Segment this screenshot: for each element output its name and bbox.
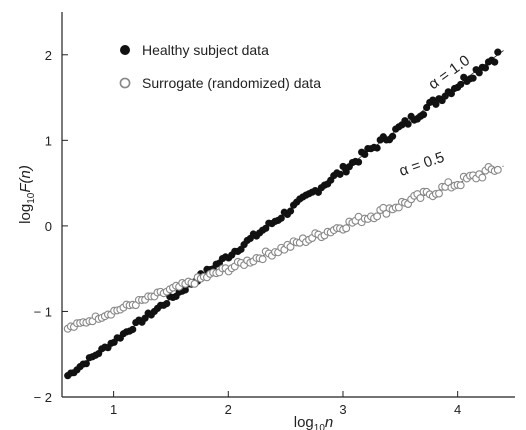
surrogate-data-point [456, 181, 465, 190]
healthy-data-point [404, 120, 412, 128]
healthy-data-point [129, 325, 137, 334]
surrogate-data-point [373, 212, 382, 221]
y-tick-label: − 2 [34, 390, 52, 405]
points [63, 48, 502, 380]
healthy-data-point [481, 64, 490, 72]
healthy-data-point [286, 207, 295, 215]
alpha-05-annotation: α = 0.5 [397, 149, 447, 180]
healthy-data-point [457, 80, 465, 89]
surrogate-data-point [416, 194, 425, 203]
healthy-data-point [361, 150, 369, 158]
healthy-data-point [163, 300, 171, 308]
x-tick-label: 3 [339, 402, 346, 417]
healthy-data-point [494, 48, 502, 56]
healthy-data-point [389, 132, 397, 140]
healthy-data-point [469, 74, 477, 82]
legend-marker-healthy [120, 45, 130, 55]
alpha-1-annotation: α = 1.0 [425, 52, 473, 93]
healthy-data-point [336, 170, 344, 178]
y-tick-label: 2 [45, 48, 52, 63]
healthy-data-point [475, 69, 483, 77]
x-tick-label: 2 [225, 402, 232, 417]
healthy-data-point [82, 360, 90, 368]
x-tick-label: 4 [454, 402, 461, 417]
x-axis-label: log10n [294, 414, 334, 430]
healthy-data-point [277, 214, 285, 222]
y-axis-label: log10F(n) [17, 165, 37, 224]
y-tick-label: 0 [45, 219, 52, 234]
surrogate-data-point [435, 189, 443, 198]
healthy-data-point [354, 158, 363, 166]
surrogate-data-point [342, 224, 351, 233]
healthy-data-point [342, 168, 350, 176]
legend-label: Healthy subject data [142, 42, 269, 58]
surrogate-data-point [190, 279, 199, 288]
healthy-data-point [181, 286, 189, 294]
legend-label: Surrogate (randomized) data [142, 75, 321, 91]
healthy-data-point [491, 58, 499, 66]
y-tick-label: 1 [45, 133, 52, 148]
surrogate-data-point [493, 165, 502, 174]
healthy-data-point [419, 111, 428, 119]
axes: 1 2 3 4 − 2 − 1 0 1 2 log10n log10F(n) [17, 12, 515, 430]
healthy-data-point [432, 100, 440, 108]
surrogate-data-point [478, 173, 487, 182]
legend: Healthy subject data Surrogate (randomize… [119, 42, 321, 91]
healthy-data-point [373, 144, 381, 152]
surrogate-data-point [258, 255, 267, 264]
healthy-data-point [339, 162, 347, 171]
x-tick-label: 1 [110, 402, 117, 417]
y-tick-label: − 1 [34, 304, 52, 319]
legend-marker-surrogate [119, 77, 131, 89]
